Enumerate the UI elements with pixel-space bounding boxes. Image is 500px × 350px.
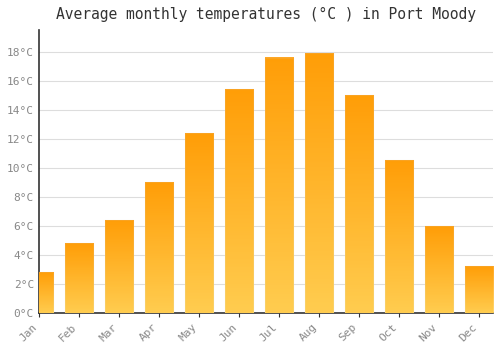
Bar: [465, 266, 493, 313]
Bar: [425, 226, 453, 313]
Bar: [185, 133, 213, 313]
Bar: [305, 53, 333, 313]
Bar: [265, 58, 293, 313]
Bar: [25, 272, 53, 313]
Bar: [105, 220, 133, 313]
Bar: [225, 90, 253, 313]
Bar: [65, 243, 93, 313]
Title: Average monthly temperatures (°C ) in Port Moody: Average monthly temperatures (°C ) in Po…: [56, 7, 476, 22]
Bar: [145, 182, 173, 313]
Bar: [345, 95, 373, 313]
Bar: [385, 161, 413, 313]
